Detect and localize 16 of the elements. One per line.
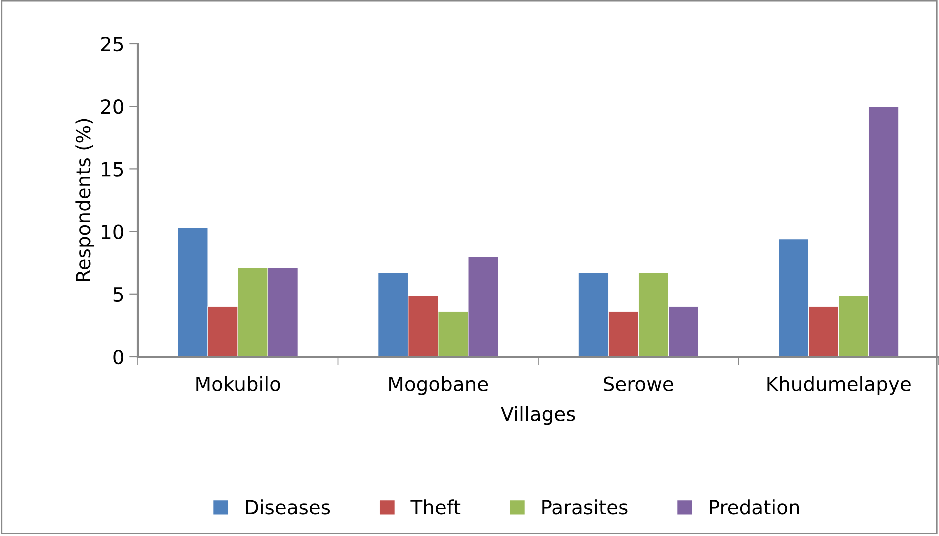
x-tick-label: Mokubilo	[196, 376, 280, 392]
y-tick-label: 20	[101, 100, 124, 114]
y-tick-label: 5	[114, 288, 124, 302]
y-tick-label: 25	[101, 36, 124, 52]
x-tick-label: Khudumelapye	[768, 376, 911, 396]
y-tick-label: 0	[114, 350, 124, 365]
legend-label: Theft	[410, 500, 461, 515]
x-tick-label: Mogobane	[390, 376, 488, 396]
legend-label: Diseases	[246, 500, 330, 515]
y-tick-label: 10	[102, 224, 124, 240]
legend-label: Parasites	[542, 500, 628, 515]
x-axis-title: Villages	[500, 406, 576, 426]
x-tick-label: Serowe	[604, 376, 674, 392]
y-axis-title: Respondents (%)	[76, 119, 95, 282]
y-tick-label: 15	[102, 162, 124, 177]
legend-label: Predation	[710, 500, 800, 515]
